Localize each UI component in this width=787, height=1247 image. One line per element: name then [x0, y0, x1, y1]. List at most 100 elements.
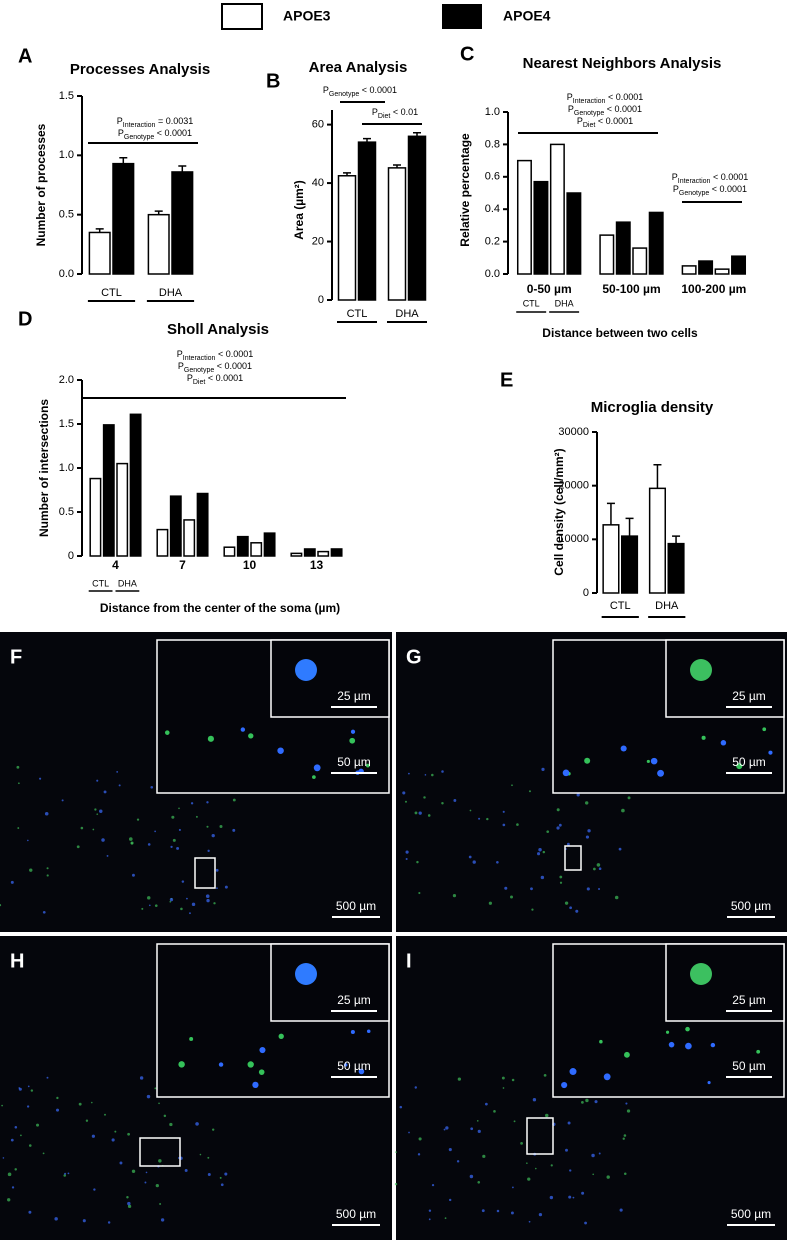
cell-dot: [445, 1126, 449, 1130]
cell-dot: [61, 799, 64, 802]
chart-title: Nearest Neighbors Analysis: [523, 55, 722, 72]
cell-dot: [418, 891, 421, 895]
cell-dot: [155, 1183, 159, 1188]
cell-dot: [169, 1122, 173, 1127]
annotation: PInteraction < 0.0001: [567, 92, 644, 104]
bar: [407, 135, 427, 301]
cell-dot: [42, 1152, 45, 1155]
cell-dot: [350, 1029, 355, 1035]
cell-dot: [428, 1209, 432, 1212]
annotation-sub: Diet: [193, 379, 206, 386]
cell-dot: [219, 825, 223, 829]
cell-dot: [111, 1138, 115, 1142]
cell-dot: [96, 813, 99, 815]
cell-dot: [93, 1188, 96, 1191]
cell-dot: [405, 857, 408, 861]
cell-dot: [558, 823, 562, 827]
y-tick-label: 0: [68, 550, 74, 562]
legend-label: APOE3: [283, 8, 331, 24]
cell-dot: [206, 801, 209, 804]
cell-dot: [176, 846, 180, 850]
cell-dot: [528, 1220, 531, 1223]
sub-group-label: DHA: [118, 578, 137, 588]
annotation: PInteraction < 0.0001: [177, 349, 254, 361]
cell-dot: [477, 1129, 481, 1133]
cell-dot: [622, 1137, 625, 1140]
cell-dot: [513, 1120, 516, 1123]
roi-box: [139, 1137, 181, 1167]
y-tick-label: 0.5: [59, 506, 74, 518]
annotation-sub: Interaction: [678, 178, 711, 185]
cell-dot: [581, 1100, 584, 1104]
y-tick-label: 10000: [558, 533, 589, 545]
cell-dot: [365, 763, 370, 768]
cell-dot: [486, 817, 489, 821]
annotation-sub: Interaction: [123, 122, 156, 129]
cell-dot: [417, 1153, 421, 1156]
cell-dot: [625, 1102, 628, 1105]
cell-dot: [141, 907, 144, 910]
bar: [290, 552, 303, 557]
cell-dot: [277, 747, 284, 754]
bar: [516, 159, 532, 275]
y-tick-label: 0.2: [485, 236, 500, 248]
cell-dot: [394, 1182, 398, 1186]
zoomed-cell: [295, 963, 317, 985]
cell-dot: [213, 902, 216, 905]
cell-dot: [575, 909, 579, 913]
annotation-text: < 0.0001: [215, 349, 253, 359]
y-tick-label: 0.6: [485, 171, 500, 183]
cell-dot: [164, 730, 170, 735]
cell-dot: [154, 1087, 157, 1090]
bar: [387, 167, 407, 301]
inset-zoom: [665, 639, 785, 718]
cell-dot: [104, 1113, 106, 1116]
bar: [599, 234, 615, 275]
cell-dot: [158, 1159, 162, 1163]
bar: [632, 247, 648, 275]
chart-letter: A: [18, 45, 32, 67]
cell-dot: [27, 839, 29, 842]
bar: [196, 492, 209, 557]
cell-dot: [534, 1167, 537, 1170]
annotation-sub: Genotype: [124, 134, 154, 141]
micrograph-letter: H: [10, 950, 24, 972]
cell-dot: [206, 825, 209, 828]
bar: [621, 535, 639, 594]
cell-dot: [511, 1078, 515, 1082]
error-bar: [343, 172, 351, 176]
bar: [698, 260, 714, 275]
error-bar: [413, 132, 421, 137]
cell-dot: [569, 1169, 572, 1172]
error-bar: [606, 502, 615, 525]
cell-dot: [408, 772, 410, 775]
cell-dot: [42, 910, 46, 914]
cell-dot: [17, 782, 20, 785]
bar: [731, 255, 747, 275]
cell-dot: [27, 1085, 30, 1088]
bar: [250, 542, 263, 557]
scale-bar-label: 50 µm: [337, 1059, 371, 1073]
cell-dot: [502, 1087, 505, 1089]
cell-dot: [180, 907, 183, 911]
cell-dot: [549, 1195, 554, 1200]
cell-dot: [493, 1110, 496, 1113]
cell-dot: [418, 1137, 422, 1141]
cell-dot: [20, 1134, 22, 1137]
cell-dot: [127, 1204, 132, 1209]
cell-dot: [559, 881, 563, 884]
cell-dot: [501, 1076, 505, 1080]
cell-dot: [189, 912, 191, 915]
cell-dot: [477, 1181, 481, 1184]
annotation-p: P: [568, 104, 574, 114]
bar: [236, 535, 249, 557]
cell-dot: [119, 1161, 123, 1165]
annotation-p: P: [118, 128, 124, 138]
cell-dot: [531, 908, 534, 911]
cell-dot: [593, 867, 596, 871]
x-tick-label: DHA: [395, 308, 419, 320]
cell-dot: [232, 828, 236, 832]
cell-dot: [240, 727, 246, 732]
cell-dot: [620, 745, 627, 752]
cell-dot: [17, 827, 20, 829]
